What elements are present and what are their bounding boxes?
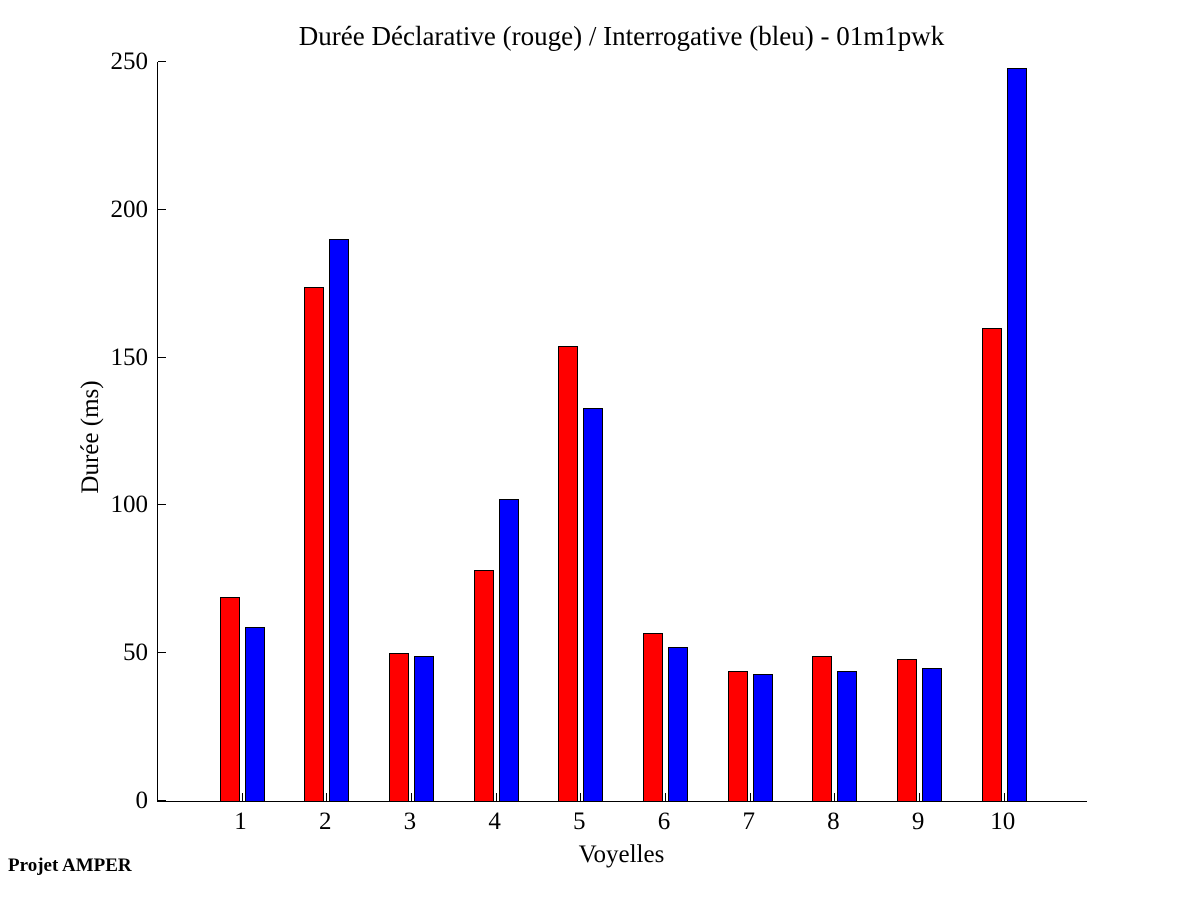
bar-interrogative-4	[498, 499, 519, 801]
bar-interrogative-7	[752, 674, 773, 801]
x-tick	[919, 793, 921, 801]
bar-declarative-2	[304, 287, 325, 801]
bar-interrogative-2	[329, 239, 350, 801]
x-tick-label: 9	[911, 808, 925, 835]
x-tick-label: 8	[827, 808, 840, 835]
x-tick-label: 10	[990, 808, 1016, 835]
chart-title: Durée Déclarative (rouge) / Interrogativ…	[298, 21, 945, 51]
bar-interrogative-1	[244, 627, 265, 801]
x-tick-label: 4	[488, 808, 501, 835]
x-tick-label: 6	[657, 808, 671, 835]
bar-interrogative-6	[668, 647, 688, 801]
y-tick-label: 50	[123, 639, 148, 667]
x-tick-label: 7	[742, 808, 755, 835]
x-tick-label: 5	[573, 808, 586, 835]
x-tick-label: 1	[234, 808, 247, 835]
x-tick	[1003, 793, 1005, 801]
bar-declarative-6	[643, 633, 663, 801]
bar-declarative-5	[558, 346, 579, 801]
bar-declarative-8	[812, 656, 833, 801]
bar-declarative-3	[388, 653, 409, 801]
project-watermark: Projet AMPER	[8, 855, 132, 876]
y-tick	[158, 800, 166, 801]
y-tick-label: 200	[110, 195, 149, 223]
x-tick	[326, 793, 328, 801]
x-tick	[834, 793, 836, 801]
bar-declarative-7	[727, 671, 748, 801]
y-tick-label: 250	[110, 48, 149, 75]
x-tick	[495, 793, 497, 801]
y-tick	[158, 652, 166, 654]
y-axis-label: Durée (ms)	[77, 380, 104, 494]
bar-declarative-10	[981, 328, 1002, 801]
bar-declarative-1	[219, 597, 240, 801]
y-tick	[158, 356, 166, 358]
bar-interrogative-10	[1006, 68, 1027, 801]
y-tick	[158, 208, 166, 210]
bar-interrogative-8	[837, 671, 858, 801]
y-tick-label: 150	[110, 343, 149, 371]
x-tick	[665, 793, 666, 801]
x-tick	[580, 793, 582, 801]
bar-declarative-9	[897, 659, 918, 801]
x-tick-label: 2	[318, 808, 332, 835]
bar-interrogative-3	[413, 656, 434, 801]
x-tick	[241, 793, 243, 801]
x-tick	[410, 793, 412, 801]
bar-declarative-4	[473, 570, 494, 801]
plot-area	[157, 61, 1087, 802]
y-tick	[158, 504, 166, 506]
y-tick-label: 100	[110, 491, 149, 519]
x-axis-label: Voyelles	[578, 841, 665, 868]
x-tick-label: 3	[403, 808, 417, 835]
x-tick	[749, 793, 751, 801]
y-tick-label: 0	[135, 787, 149, 814]
bar-interrogative-9	[922, 668, 943, 801]
bar-interrogative-5	[583, 408, 604, 801]
y-tick	[158, 61, 166, 62]
